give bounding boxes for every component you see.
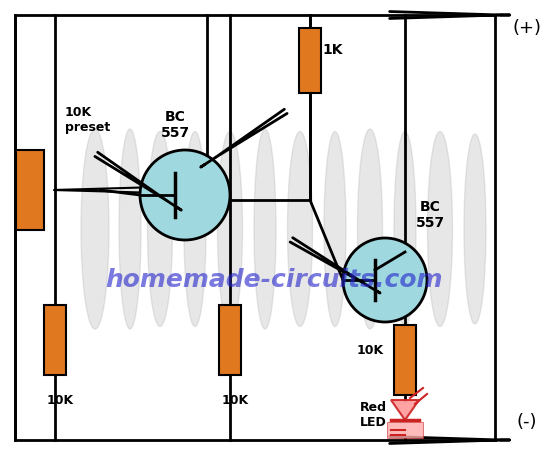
Ellipse shape xyxy=(254,129,276,329)
Text: BC
557: BC 557 xyxy=(415,200,444,230)
Text: 1K: 1K xyxy=(322,43,342,57)
Bar xyxy=(394,325,416,395)
Ellipse shape xyxy=(184,131,206,327)
Ellipse shape xyxy=(324,131,346,327)
Text: 10K: 10K xyxy=(47,393,74,407)
Bar xyxy=(16,150,44,230)
Ellipse shape xyxy=(357,129,383,329)
Text: BC
557: BC 557 xyxy=(161,110,190,140)
Text: (+): (+) xyxy=(512,19,541,37)
Ellipse shape xyxy=(288,131,312,327)
Text: (-): (-) xyxy=(517,413,537,431)
Bar xyxy=(299,27,321,93)
Ellipse shape xyxy=(464,134,486,324)
Circle shape xyxy=(343,238,427,322)
Polygon shape xyxy=(391,400,419,420)
Ellipse shape xyxy=(394,131,416,327)
Ellipse shape xyxy=(119,129,141,329)
Bar xyxy=(44,305,66,375)
Ellipse shape xyxy=(218,131,243,327)
Ellipse shape xyxy=(147,131,173,327)
Text: homemade-circuits.com: homemade-circuits.com xyxy=(105,268,443,292)
Text: 10K: 10K xyxy=(357,344,384,356)
Text: Red
LED: Red LED xyxy=(360,401,387,429)
Ellipse shape xyxy=(81,129,109,329)
Ellipse shape xyxy=(427,131,453,327)
Bar xyxy=(219,305,241,375)
Text: 10K
preset: 10K preset xyxy=(65,106,110,134)
Circle shape xyxy=(140,150,230,240)
Text: 10K: 10K xyxy=(222,393,249,407)
Bar xyxy=(387,422,423,438)
